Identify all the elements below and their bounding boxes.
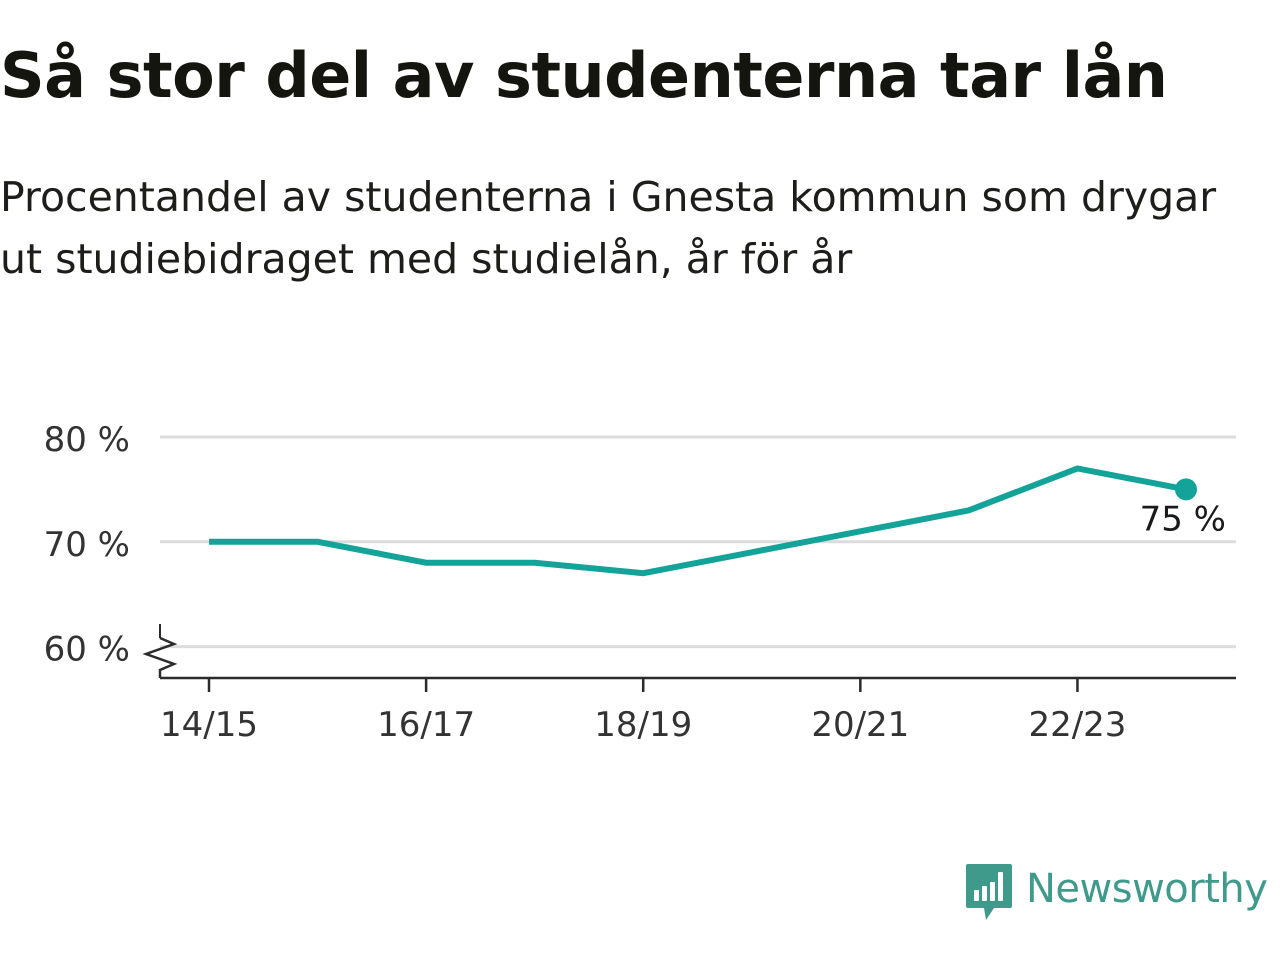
data-point — [640, 570, 646, 576]
data-point — [423, 560, 429, 566]
labels: 60 % 70 % 80 % 14/15 16/17 18/19 20/21 22/23 75 … — [44, 420, 1226, 745]
y-tick-label: 80 % — [44, 420, 130, 460]
end-value-label: 75 % — [1140, 499, 1226, 539]
data-point — [315, 539, 321, 545]
x-tick-label: 18/19 — [594, 705, 692, 745]
x-tick-label: 20/21 — [811, 705, 909, 745]
chart-subtitle: Procentandel av studenterna i Gnesta kom… — [0, 173, 1217, 283]
brand-logo: Newsworthy — [964, 862, 1268, 926]
brand-name: Newsworthy — [1026, 866, 1268, 912]
newsworthy-logo-icon — [966, 864, 1012, 920]
y-axis-break — [142, 636, 178, 678]
data-point — [749, 549, 755, 555]
axes — [142, 624, 1236, 692]
x-tick-label: 14/15 — [160, 705, 258, 745]
series-line — [209, 465, 1187, 577]
data-point — [966, 507, 972, 513]
y-tick-label: 70 % — [44, 525, 130, 565]
x-tick-label: 22/23 — [1028, 705, 1126, 745]
end-point-marker — [1175, 478, 1197, 501]
gridlines — [160, 435, 1236, 649]
x-tick-label: 16/17 — [377, 705, 475, 745]
chart-title: Så stor del av studenterna tar lån — [0, 39, 1168, 112]
y-tick-label: 60 % — [44, 630, 130, 670]
data-point — [1074, 465, 1080, 471]
data-point — [532, 560, 538, 566]
data-point — [857, 528, 863, 534]
data-point — [206, 539, 212, 545]
series-layer — [206, 465, 1197, 577]
